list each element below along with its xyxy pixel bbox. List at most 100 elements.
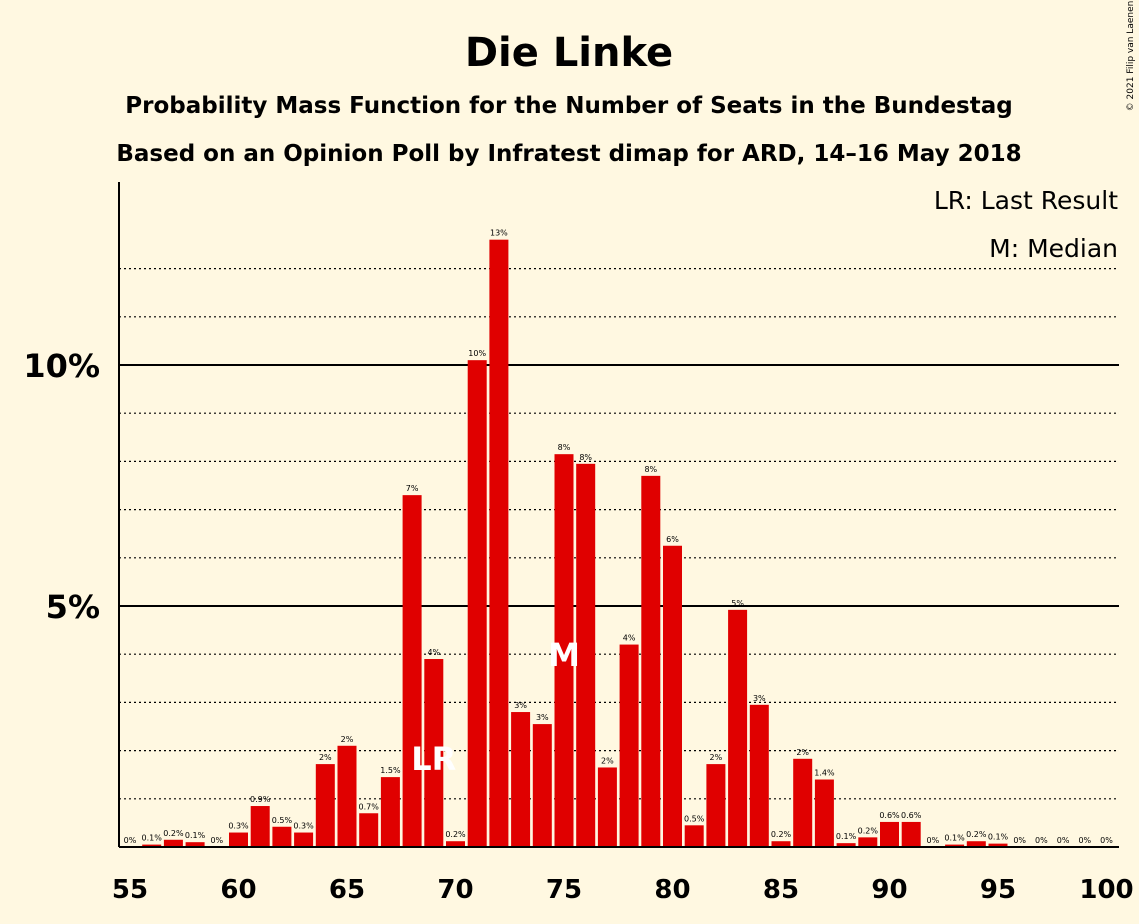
data-label-seat-55: 0% [124,836,137,845]
data-label-seat-100: 0% [1100,836,1113,845]
data-label-seat-67: 1.5% [380,766,401,775]
x-tick-label: 100 [1079,875,1133,905]
copyright-text: © 2021 Filip van Laenen [1126,1,1136,112]
bar-seat-94 [966,841,986,847]
bars-group [142,239,1008,847]
bar-seat-58 [185,842,205,847]
bar-seat-91 [901,821,921,847]
bar-seat-65 [337,745,357,847]
data-label-seat-57: 0.2% [163,829,184,838]
bar-seat-67 [380,777,400,847]
data-label-seat-61: 0.9% [250,795,271,804]
chart-subtitle-1: Probability Mass Function for the Number… [125,93,1012,119]
data-label-seat-68: 7% [406,484,419,493]
bar-seat-60 [229,832,248,847]
x-tick-label: 65 [329,875,365,905]
bar-seat-73 [511,712,531,847]
data-label-seat-58: 0.1% [185,831,206,840]
bar-seat-72 [489,239,509,847]
bar-seat-63 [294,832,314,847]
x-tick-label: 90 [871,875,907,905]
bar-seat-56 [142,844,162,847]
bar-seat-61 [250,806,270,847]
y-tick-label: 5% [46,588,100,626]
bar-seat-87 [814,779,834,847]
data-label-seat-86: 2% [796,748,809,757]
data-label-seat-77: 2% [601,756,614,765]
bar-seat-82 [706,764,726,847]
x-tick-label: 55 [112,875,148,905]
data-label-seat-90: 0.6% [879,811,900,820]
data-label-seat-94: 0.2% [966,830,987,839]
data-label-seat-78: 4% [623,634,636,643]
data-label-seat-87: 1.4% [814,769,835,778]
bar-seat-76 [576,463,596,847]
y-tick-label: 10% [23,347,100,385]
data-label-seat-65: 2% [341,735,354,744]
chart-title: Die Linke [465,30,673,76]
x-tick-label: 75 [546,875,582,905]
data-label-seat-88: 0.1% [836,832,857,841]
median-marker: M [548,636,580,674]
bar-seat-80 [663,545,682,847]
legend-last-result: LR: Last Result [934,186,1118,215]
data-label-seat-66: 0.7% [359,802,380,811]
x-tick-label: 85 [763,875,799,905]
data-label-seat-91: 0.6% [901,811,922,820]
data-label-seat-95: 0.1% [988,833,1009,842]
data-label-seat-80: 6% [666,535,679,544]
data-label-seat-62: 0.5% [272,816,293,825]
bar-seat-88 [836,843,856,847]
gridlines [119,268,1119,800]
x-tick-labels: 55 60 65 70 75 80 85 90 95 100 [112,875,1134,905]
bar-seat-81 [684,825,704,847]
bar-seat-89 [858,837,878,847]
bar-seat-79 [641,475,661,847]
data-label-seat-64: 2% [319,753,332,762]
data-label-seat-56: 0.1% [142,834,163,843]
bar-seat-95 [988,843,1008,847]
markers-group: LR M [411,636,580,778]
data-label-seat-85: 0.2% [771,830,792,839]
bar-seat-71 [467,360,487,847]
last-result-marker: LR [411,740,456,778]
y-tick-labels: 5% 10% [23,347,100,626]
bar-seat-66 [359,813,379,847]
axes-group [118,182,1119,848]
bar-seat-62 [272,826,292,847]
bar-seat-77 [597,767,617,847]
data-label-seat-82: 2% [710,753,723,762]
data-label-seat-98: 0% [1057,836,1070,845]
x-tick-label: 95 [980,875,1016,905]
bar-seat-64 [315,764,335,847]
bar-seat-93 [945,844,965,847]
data-label-seat-97: 0% [1035,836,1048,845]
bar-seat-74 [532,724,552,847]
data-label-seat-81: 0.5% [684,814,705,823]
data-label-seat-69: 4% [427,648,440,657]
x-tick-label: 60 [220,875,256,905]
legend-median: M: Median [989,234,1118,263]
data-label-seat-74: 3% [536,713,549,722]
bar-seat-90 [880,821,899,847]
data-label-seat-79: 8% [644,465,657,474]
bar-seat-68 [402,495,422,847]
data-label-seat-83: 5% [731,599,744,608]
data-label-seat-76: 8% [579,453,592,462]
bar-seat-86 [793,758,813,847]
bar-seat-85 [771,841,791,847]
x-tick-label: 70 [437,875,473,905]
data-label-seat-92: 0% [927,836,940,845]
data-label-seat-73: 3% [514,701,527,710]
bar-seat-75 [554,454,574,847]
bar-seat-57 [163,839,183,847]
data-label-seat-89: 0.2% [858,826,879,835]
data-label-seat-84: 3% [753,694,766,703]
data-label-seat-96: 0% [1013,836,1026,845]
data-label-seat-60: 0.3% [228,822,249,831]
bar-seat-69 [424,659,444,847]
data-label-seat-63: 0.3% [293,822,314,831]
data-label-seat-70: 0.2% [445,830,466,839]
bar-seat-78 [619,644,639,847]
